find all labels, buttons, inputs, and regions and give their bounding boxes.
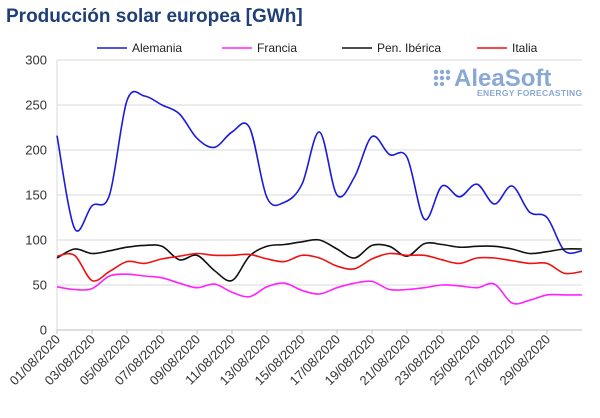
legend-label-pen-ib-rica: Pen. Ibérica (377, 41, 441, 55)
series-line-francia (56, 273, 582, 305)
y-tick-label: 150 (25, 188, 47, 203)
legend: Alemania Francia Pen. Ibérica Italia (97, 41, 538, 55)
series-lines (56, 90, 583, 305)
y-tick-label: 50 (33, 278, 47, 293)
x-axis-ticks: 01/08/202003/08/202005/08/202007/08/2020… (6, 330, 553, 388)
legend-label-francia: Francia (257, 41, 297, 55)
series-line-alemania (56, 90, 583, 255)
series-line-pen-ib-rica (56, 238, 583, 282)
series-line-italia (56, 252, 583, 282)
y-tick-label: 200 (25, 143, 47, 158)
chart-title: Producción solar europea [GWh] (6, 6, 303, 27)
logo-name: AleaSoft (454, 65, 551, 92)
y-tick-label: 250 (25, 98, 47, 113)
y-tick-label: 300 (25, 53, 47, 68)
y-tick-label: 100 (25, 233, 47, 248)
logo-dots-icon (433, 69, 451, 87)
legend-label-italia: Italia (512, 41, 538, 55)
y-axis-ticks: 0 50 100 150 200 250 300 (25, 53, 47, 338)
aleasoft-logo: AleaSoft ENERGY FORECASTING (433, 65, 582, 98)
legend-label-alemania: Alemania (132, 41, 182, 55)
logo-tagline: ENERGY FORECASTING (477, 88, 582, 98)
y-tick-label: 0 (40, 323, 47, 338)
